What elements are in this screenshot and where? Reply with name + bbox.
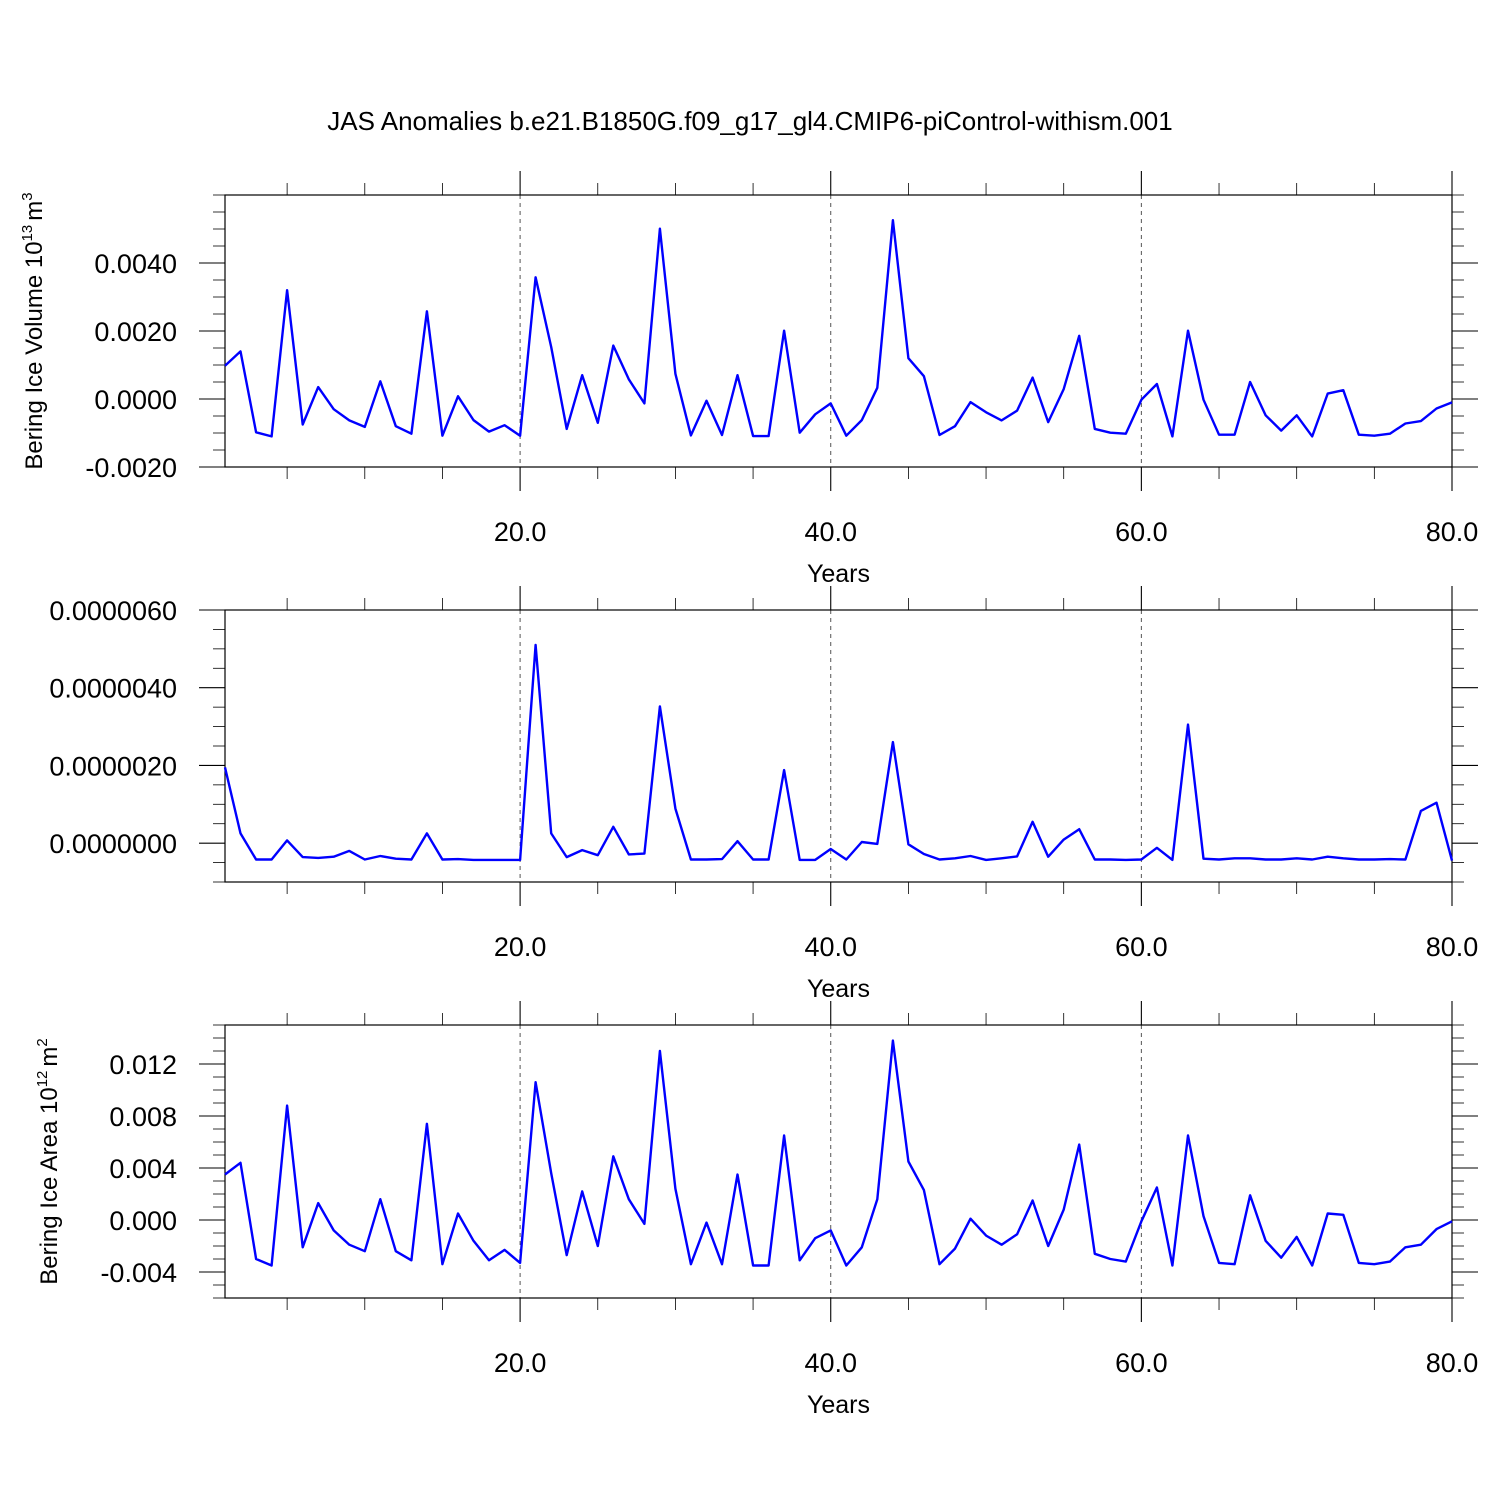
- chart-title: JAS Anomalies b.e21.B1850G.f09_g17_gl4.C…: [327, 106, 1172, 136]
- x-tick-label: 20.0: [494, 932, 547, 962]
- x-tick-label: 80.0: [1426, 517, 1479, 547]
- series-line: [224, 1039, 1453, 1267]
- x-tick-label: 60.0: [1115, 932, 1168, 962]
- y-tick-label: -0.0020: [85, 453, 177, 483]
- y-tick-label: 0.000: [109, 1206, 177, 1236]
- y-tick-label: 0.0000040: [49, 674, 177, 704]
- x-axis-label: Years: [807, 1391, 870, 1419]
- x-tick-label: 20.0: [494, 1348, 547, 1378]
- x-tick-label: 60.0: [1115, 1348, 1168, 1378]
- series-line: [223, 643, 1454, 862]
- y-axis-label: Bering Ice Volume 1013m3: [19, 192, 48, 469]
- y-tick-label: -0.004: [100, 1258, 177, 1288]
- x-tick-label: 40.0: [804, 517, 857, 547]
- panel-1: 20.0 40.0 60.0 80.0 Years -0.0020 0.0000 0.0020…: [19, 171, 1478, 588]
- y-tick-label: 0.0020: [94, 317, 177, 347]
- y-tick-label: 0.0040: [94, 249, 177, 279]
- x-axis-label: Years: [807, 975, 870, 1003]
- x-tick-label: 80.0: [1426, 932, 1479, 962]
- x-axis-label: Years: [807, 560, 870, 588]
- y-tick-label: 0.0000: [94, 385, 177, 415]
- y-tick-label: 0.004: [109, 1154, 177, 1184]
- x-tick-label: 20.0: [494, 517, 547, 547]
- plot-frame: [224, 194, 1453, 468]
- y-tick-label: 0.0000000: [49, 829, 177, 859]
- y-tick-label: 0.0000060: [49, 596, 177, 626]
- plot-frame: [224, 609, 1453, 883]
- x-tick-label: 40.0: [804, 932, 857, 962]
- x-tick-label: 80.0: [1426, 1348, 1479, 1378]
- y-tick-label: 0.0000020: [49, 751, 177, 781]
- panel-2: 20.0 40.0 60.0 80.0 Years 0.0000000 0.0000020 0…: [49, 586, 1478, 1003]
- y-axis-label: Bering Ice Area 1012m2: [34, 1038, 63, 1285]
- x-tick-label: 40.0: [804, 1348, 857, 1378]
- y-tick-label: 0.008: [109, 1102, 177, 1132]
- panel-3: 20.0 40.0 60.0 80.0 Years -0.004 0.000 0.004 0.0…: [34, 1001, 1478, 1419]
- x-tick-label: 60.0: [1115, 517, 1168, 547]
- plot-frame: [224, 1024, 1453, 1299]
- series-line: [224, 218, 1453, 438]
- y-tick-label: 0.012: [109, 1050, 177, 1080]
